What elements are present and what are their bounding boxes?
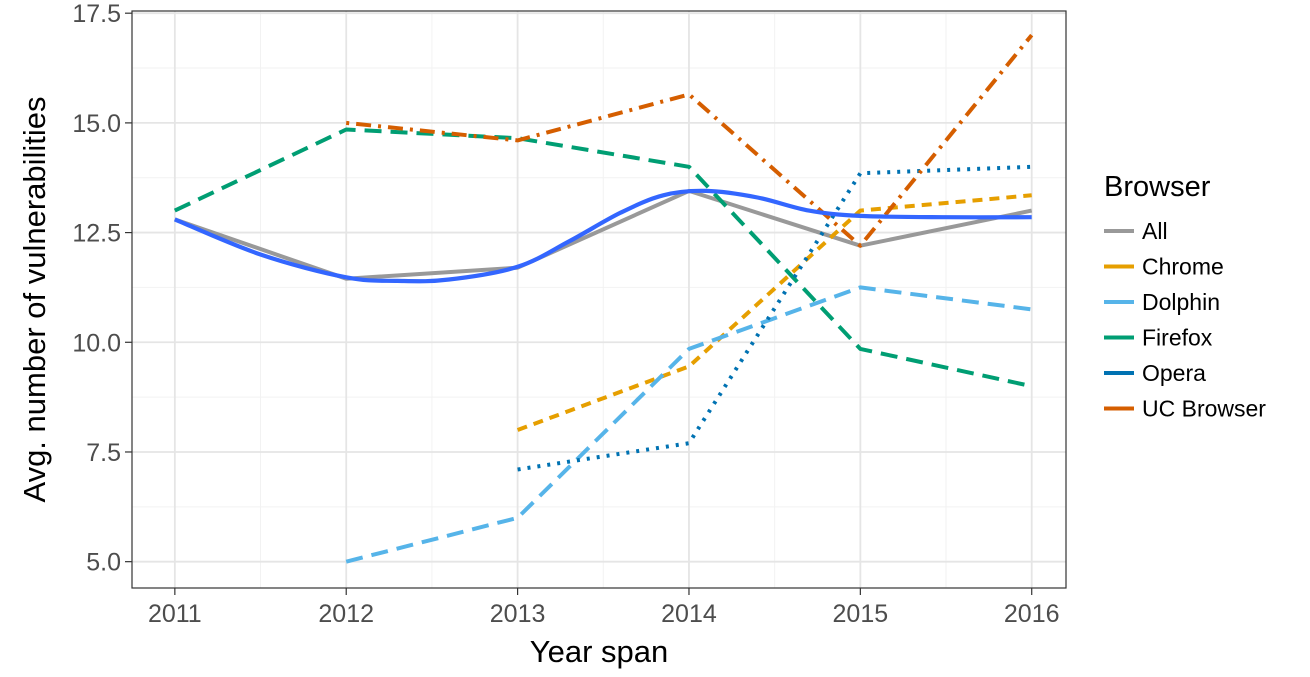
y-tick-label: 17.5 [72,0,121,28]
x-axis-title: Year span [530,634,668,669]
x-tick-label: 2013 [490,600,546,628]
series-line-all [174,188,1033,281]
smooth-trend-line [173,188,1032,284]
legend-label: Opera [1142,360,1206,386]
series-line-chrome [516,193,1032,432]
x-tick-label: 2012 [318,600,374,628]
legend-label: UC Browser [1142,396,1266,422]
series-line-firefox [173,127,1033,389]
series-line-uc-browser [345,33,1034,248]
x-tick-label: 2011 [148,600,202,628]
x-axis: 2011 2012 2013 2014 2015 2016 [148,588,1060,628]
x-tick-label: 2015 [833,600,889,628]
plot-panel-border [131,10,1067,589]
series-lines [173,33,1034,564]
legend: Browser All Chrome Dolphin Firefox Opera UC B… [1104,171,1266,422]
minor-gridlines [132,11,1066,588]
legend-title: Browser [1104,171,1211,203]
legend-label: Chrome [1142,254,1224,280]
major-gridlines [132,11,1066,588]
legend-label: Firefox [1142,325,1213,351]
y-axis: 5.0 7.5 10.0 12.5 15.0 17.5 [72,0,132,577]
y-tick-label: 7.5 [86,439,121,467]
y-tick-label: 12.5 [72,220,121,248]
legend-label: Dolphin [1142,289,1220,315]
x-tick-label: 2014 [661,600,717,628]
series-line-dolphin [345,285,1032,564]
y-axis-title: Avg. number of vulnerabilities [17,96,52,502]
y-tick-label: 10.0 [72,329,121,357]
x-tick-label: 2016 [1004,600,1060,628]
y-tick-label: 5.0 [86,549,121,577]
legend-label: All [1142,218,1168,244]
y-tick-label: 15.0 [72,110,121,138]
